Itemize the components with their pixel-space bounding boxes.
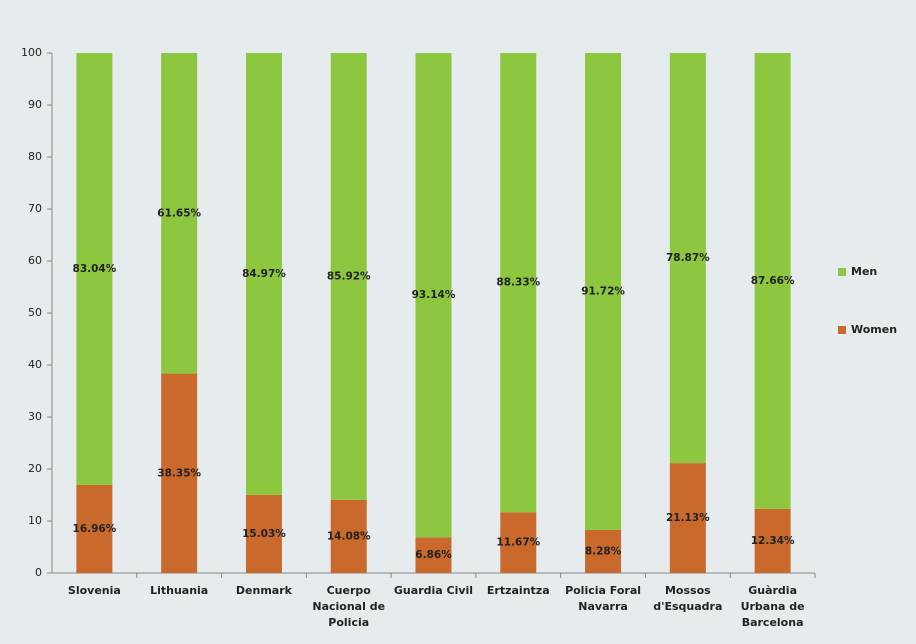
bar-segment bbox=[415, 53, 452, 538]
value-label: 61.65% bbox=[157, 207, 201, 219]
bar-segment bbox=[500, 512, 537, 573]
legend-label: Women bbox=[851, 323, 897, 336]
value-label: 11.67% bbox=[496, 537, 540, 549]
value-label: 14.08% bbox=[327, 530, 371, 542]
y-tick-label: 100 bbox=[21, 46, 42, 59]
y-tick-label: 90 bbox=[28, 98, 42, 111]
y-tick-label: 10 bbox=[28, 514, 42, 527]
bar-segment bbox=[76, 484, 113, 573]
value-label: 83.04% bbox=[73, 263, 117, 275]
bar-segment bbox=[161, 373, 198, 573]
y-tick-label: 70 bbox=[28, 202, 42, 215]
value-label: 8.28% bbox=[585, 545, 622, 557]
legend-label: Men bbox=[851, 265, 877, 278]
legend-swatch bbox=[838, 326, 846, 334]
value-label: 38.35% bbox=[157, 467, 201, 479]
bar-segment bbox=[669, 463, 706, 573]
value-label: 85.92% bbox=[327, 270, 371, 282]
bar-segment bbox=[585, 529, 622, 573]
y-tick-label: 60 bbox=[28, 254, 42, 267]
value-label: 16.96% bbox=[73, 523, 117, 535]
bar-segment bbox=[245, 494, 282, 573]
x-tick-label: Policia Foral Navarra bbox=[565, 584, 642, 613]
value-label: 88.33% bbox=[496, 277, 540, 289]
bar-segment bbox=[669, 53, 706, 464]
y-tick-label: 0 bbox=[35, 566, 42, 579]
value-label: 93.14% bbox=[412, 289, 456, 301]
y-tick-label: 40 bbox=[28, 358, 42, 371]
x-tick-label: Guardia Civil bbox=[393, 584, 474, 597]
x-tick-label: Denmark bbox=[235, 584, 292, 597]
value-label: 91.72% bbox=[581, 285, 625, 297]
value-label: 78.87% bbox=[666, 252, 710, 264]
value-label: 12.34% bbox=[751, 535, 795, 547]
bar-segment bbox=[161, 53, 198, 374]
y-tick-label: 80 bbox=[28, 150, 42, 163]
x-tick-label: Ertzaintza bbox=[486, 584, 550, 597]
legend-swatch bbox=[838, 268, 846, 276]
x-tick-label: Mossos d'Esquadra bbox=[653, 584, 723, 613]
value-label: 21.13% bbox=[666, 512, 710, 524]
bar-segment bbox=[330, 499, 367, 573]
value-label: 15.03% bbox=[242, 528, 286, 540]
value-label: 87.66% bbox=[751, 275, 795, 287]
bar-segment bbox=[585, 53, 622, 530]
bar-segment bbox=[754, 508, 791, 573]
x-tick-label: Guàrdia Urbana de Barcelona bbox=[740, 584, 805, 629]
value-label: 6.86% bbox=[415, 549, 452, 561]
bar-segment bbox=[754, 53, 791, 509]
x-tick-label: Slovenia bbox=[67, 584, 121, 597]
x-tick-label: Lithuania bbox=[150, 584, 209, 597]
y-tick-label: 50 bbox=[28, 306, 42, 319]
y-tick-label: 30 bbox=[28, 410, 42, 423]
bar-segment bbox=[500, 53, 537, 513]
bar-segment bbox=[245, 53, 282, 495]
y-tick-label: 20 bbox=[28, 462, 42, 475]
bar-segment bbox=[330, 53, 367, 500]
x-tick-label: Cuerpo Nacional de Policia bbox=[312, 584, 386, 629]
bar-segment bbox=[415, 537, 452, 573]
bar-segment bbox=[76, 53, 113, 485]
value-label: 84.97% bbox=[242, 268, 286, 280]
